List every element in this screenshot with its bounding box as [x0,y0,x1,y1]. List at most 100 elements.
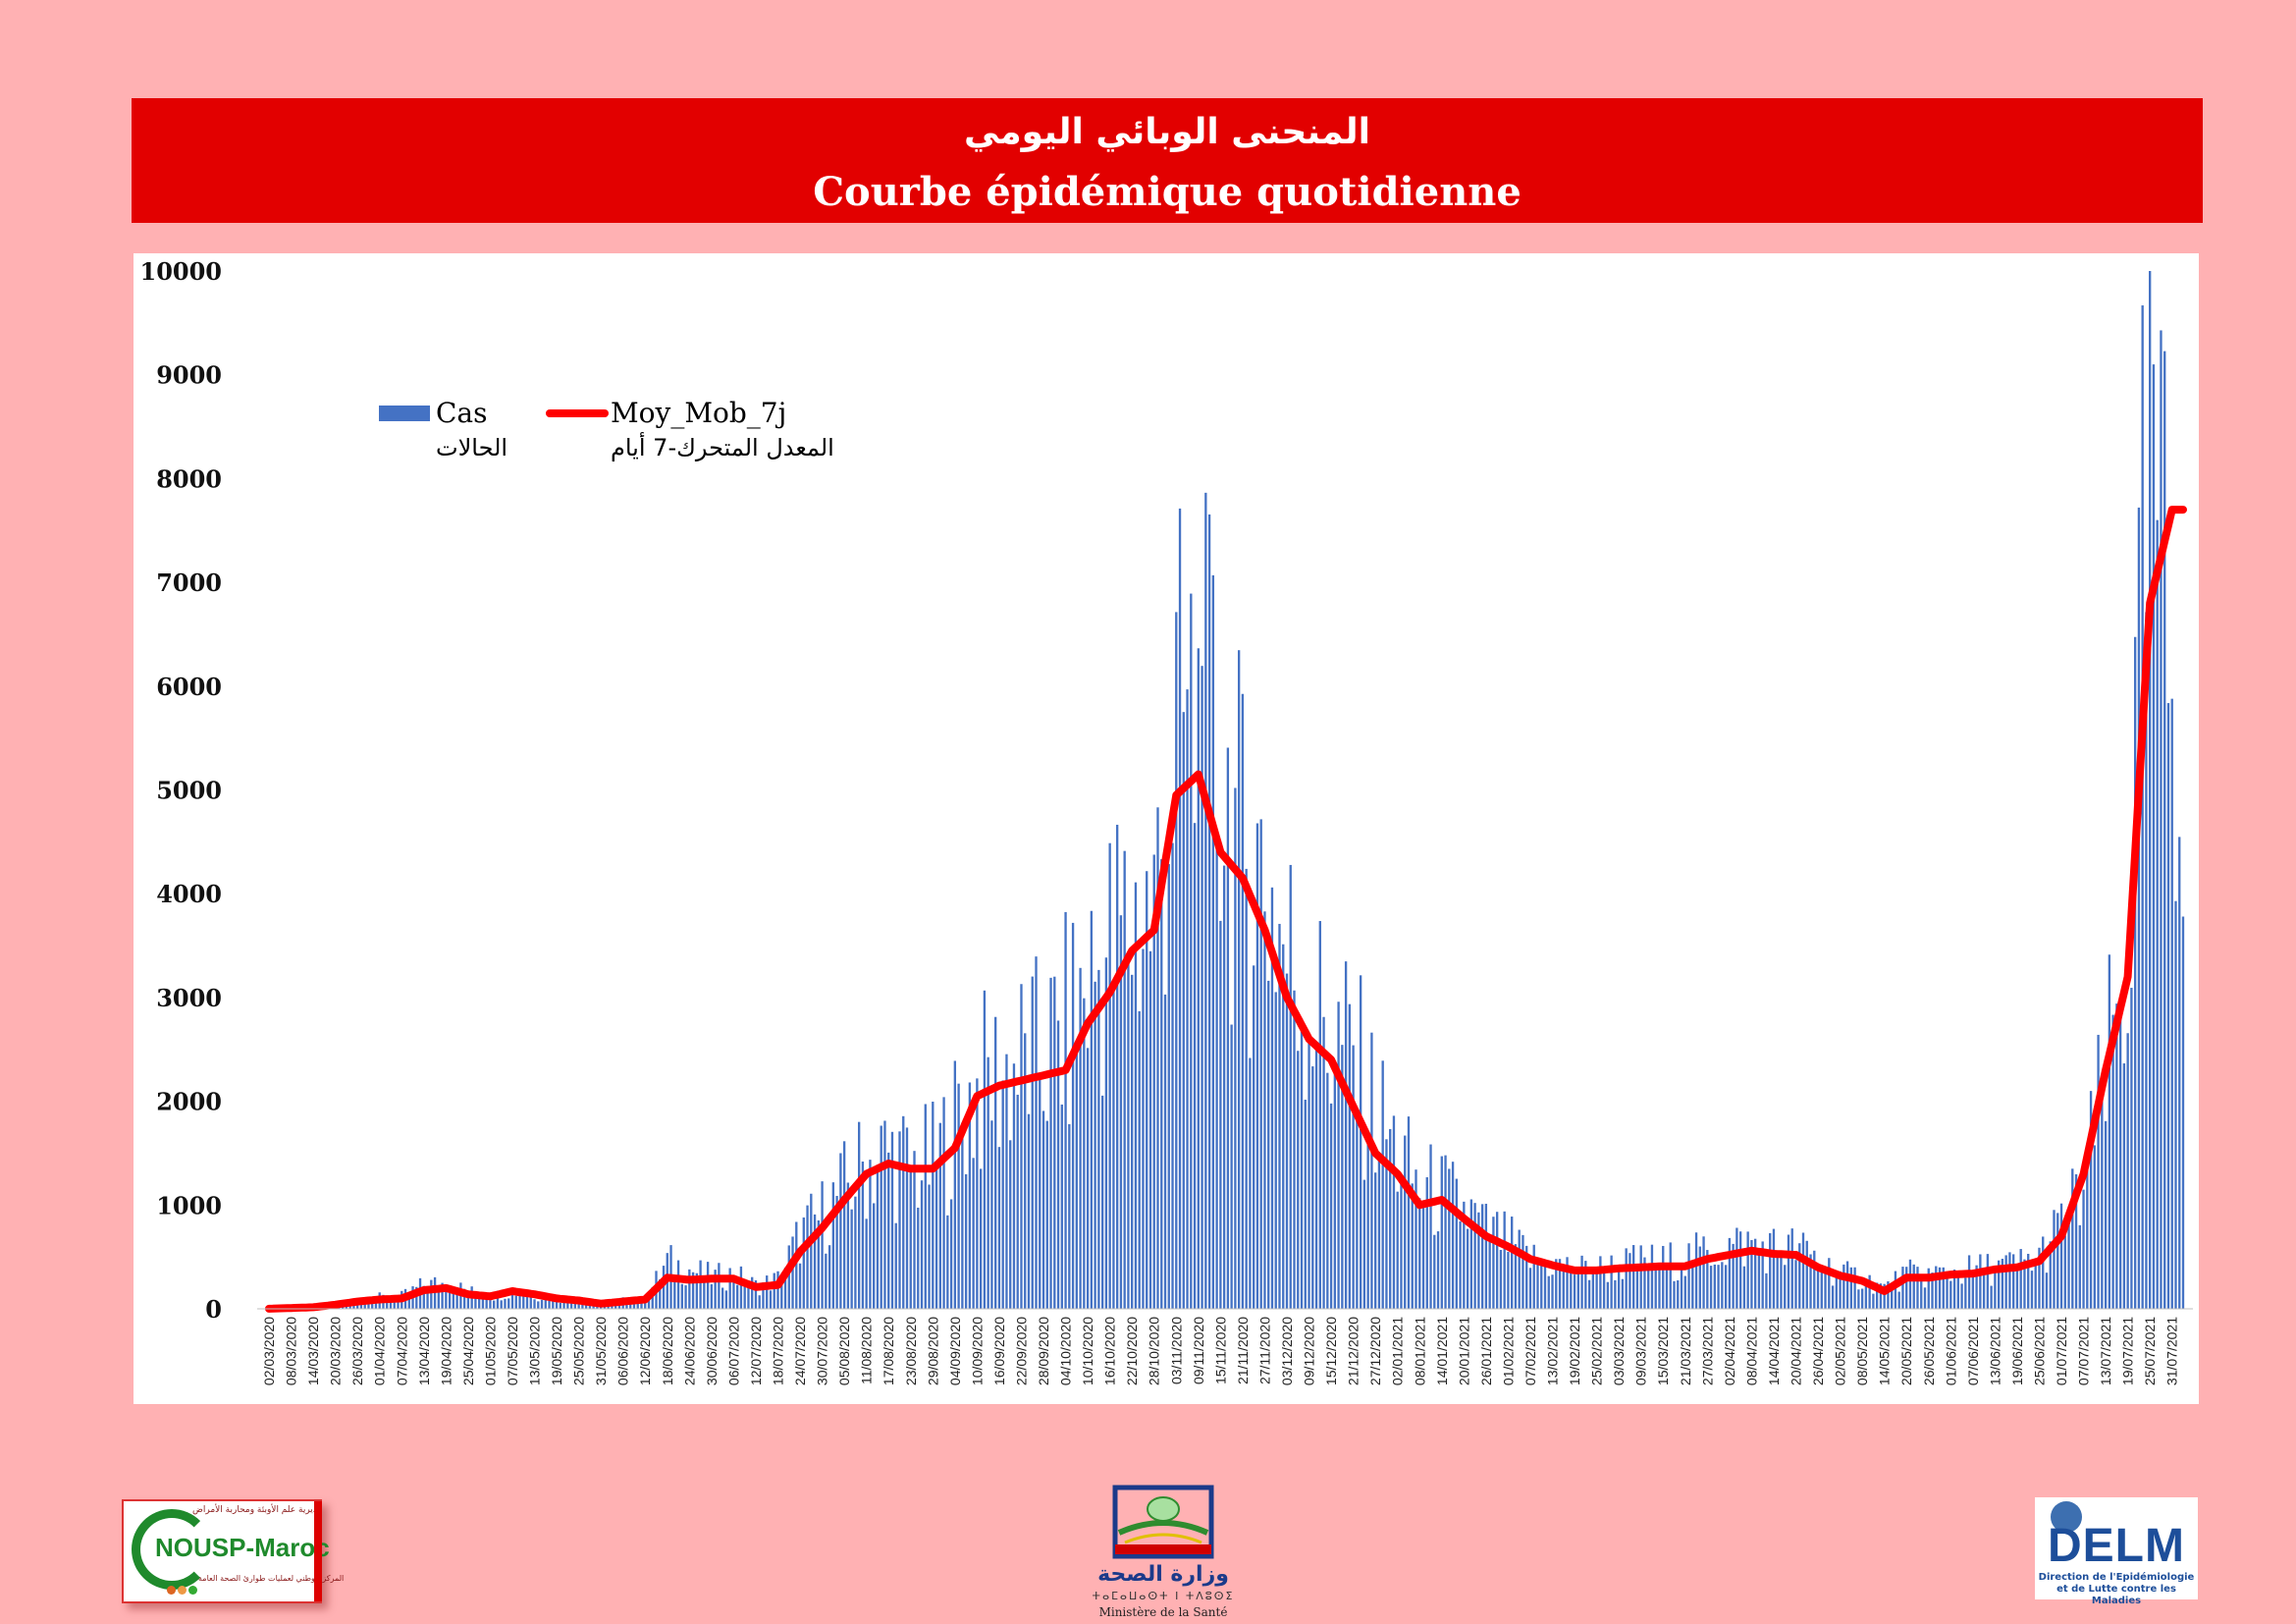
case-bar [1735,1227,1738,1309]
case-bar [754,1279,758,1309]
case-bar [1629,1253,1631,1309]
case-bar [422,1285,425,1309]
case-bar [1949,1280,1952,1309]
case-bar [1207,514,1211,1309]
case-bar [2156,519,2159,1309]
case-bar [1986,1254,1990,1309]
case-bar [1780,1255,1783,1309]
case-bar [1146,871,1148,1309]
case-bar [728,1268,731,1309]
case-bar [1112,979,1115,1309]
case-bar [1377,1152,1381,1309]
case-bar [1267,980,1270,1309]
x-tick-label: 13/07/2021 [2098,1317,2113,1385]
case-bar [676,1260,680,1309]
case-bar [1005,1054,1008,1309]
case-bar [1997,1260,2001,1309]
case-bar [1245,868,1248,1309]
case-bar [1617,1265,1621,1309]
case-bar [1359,975,1362,1309]
case-bar [1484,1204,1488,1309]
case-bar [1178,508,1182,1309]
case-bar [783,1267,787,1309]
x-tick-label: 21/03/2021 [1678,1317,1693,1385]
case-bar [1440,1156,1443,1309]
case-bar [1813,1250,1816,1309]
case-bar [821,1181,824,1309]
x-tick-label: 17/08/2020 [881,1317,896,1385]
case-bar [857,1121,861,1309]
case-bar [1488,1240,1491,1309]
x-tick-label: 25/04/2020 [460,1317,476,1385]
case-bar [1024,1033,1027,1309]
case-bar [2071,1168,2074,1309]
case-bar [1746,1231,1749,1309]
x-tick-label: 10/09/2020 [969,1317,985,1385]
ministry-logo: وزارة الصحة ⵜⴰⵎⴰⵡⴰⵙⵜ ⵏ ⵜⴷⵓⵙⵉ Ministère d… [1090,1478,1237,1620]
x-tick-label: 12/07/2020 [748,1317,764,1385]
case-bar [1724,1265,1728,1309]
case-bar [1677,1280,1680,1309]
case-bar [1385,1139,1388,1309]
case-bar [1691,1266,1694,1309]
case-bar [758,1295,761,1309]
case-bar [415,1286,418,1309]
case-bar [452,1289,455,1309]
case-bar [647,1297,651,1309]
case-bar [883,1120,886,1309]
case-bar [448,1292,452,1309]
case-bar [1875,1282,1879,1309]
case-bar [1392,1115,1396,1309]
case-bar [1311,1066,1314,1309]
x-tick-label: 26/04/2021 [1810,1317,1826,1385]
case-bar [2166,703,2170,1309]
case-bar [714,1270,717,1309]
case-bar [1868,1274,1871,1309]
case-bar [1322,1016,1325,1309]
case-bar [1016,1094,1019,1309]
case-bar [1297,1051,1300,1309]
ministry-french: Ministère de la Santé [1098,1605,1228,1619]
case-bar [1665,1263,1669,1309]
case-bar [890,1131,894,1309]
case-bar [1348,1003,1352,1309]
case-bar [662,1266,666,1309]
x-tick-label: 11/08/2020 [859,1317,875,1384]
x-tick-label: 30/07/2020 [815,1317,830,1385]
delm-subtitle: Direction de l'Epidémiologie et de Lutte… [2035,1572,2198,1607]
case-bar [2023,1259,2026,1309]
case-bar [938,1122,941,1309]
case-bar [673,1275,676,1309]
x-tick-label: 16/09/2020 [991,1317,1007,1385]
case-bar [1606,1281,1610,1309]
case-bar [1839,1271,1842,1309]
case-bar [880,1125,882,1309]
case-bar [1444,1155,1447,1309]
case-bar [1514,1244,1518,1309]
y-tick-label: 2000 [156,1088,222,1116]
chart-panel: 0 1000 2000 3000 4000 5000 6000 7000 8000 9000 100… [133,253,2199,1404]
case-bar [474,1293,477,1309]
case-bar [695,1272,699,1309]
x-tick-label: 03/11/2020 [1168,1317,1184,1384]
case-bar [1152,854,1155,1309]
case-bar [964,1173,968,1309]
case-bar [1798,1243,1801,1309]
case-bar [1503,1211,1506,1309]
x-tick-label: 18/06/2020 [660,1317,675,1385]
case-bar [1857,1289,1860,1309]
x-tick-label: 01/02/2021 [1500,1317,1516,1385]
nousp-ring-icon [132,1509,212,1590]
case-bar [846,1182,850,1309]
x-tick-label: 07/02/2021 [1522,1317,1538,1385]
case-bar [1717,1265,1720,1309]
case-bar [1952,1270,1956,1309]
case-bar [1994,1270,1997,1309]
x-tick-label: 13/04/2020 [416,1317,432,1385]
case-bar [2059,1203,2063,1309]
case-bar [1425,1177,1428,1309]
case-bar [1794,1260,1797,1309]
title-banner: المنحنى الوبائي اليومي Courbe épidémique… [132,98,2203,223]
case-bar [817,1219,820,1309]
case-bar [766,1275,769,1309]
